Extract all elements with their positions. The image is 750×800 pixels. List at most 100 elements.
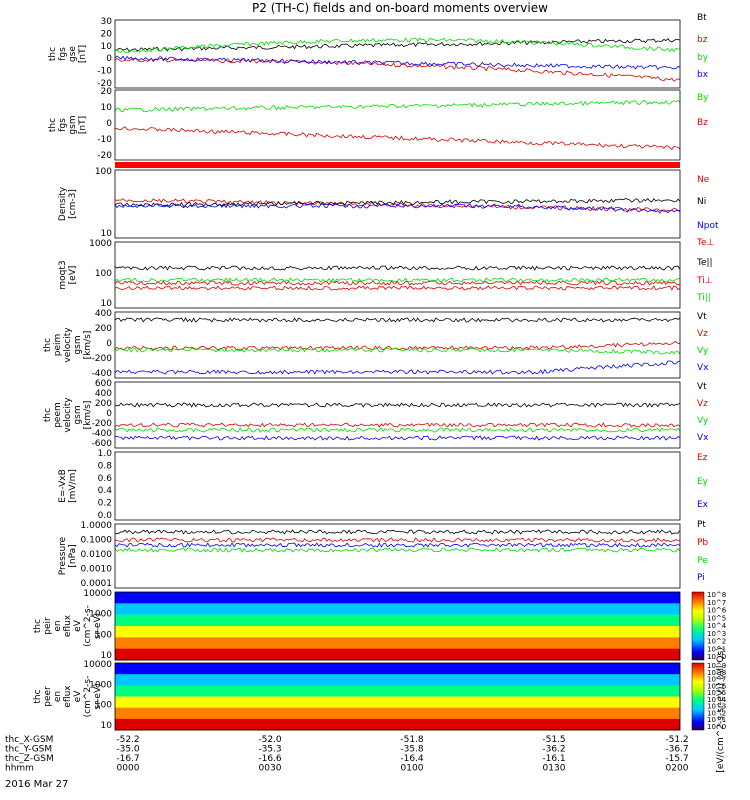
series-line-Bz [114, 126, 681, 151]
colorbar-tick-label: 10^8 [707, 669, 726, 677]
y-tick-label: 400 [95, 389, 112, 399]
peer-frame [114, 662, 681, 731]
y-tick-label: 0.6 [98, 474, 113, 484]
ylabel-line: [km/s] [83, 401, 93, 430]
colorbar-tick-label: 10^2 [707, 709, 726, 717]
colorbar-tick-label: 10^8 [707, 591, 726, 599]
y-tick-label: -600 [92, 439, 113, 449]
y-tick-label: 1000 [89, 610, 112, 620]
y-tick-label: -10 [97, 135, 112, 145]
peer-spectrogram [115, 663, 680, 731]
legend-Vx: Vx [697, 433, 709, 443]
series-line-Ne [114, 198, 681, 213]
spectrogram-band [115, 614, 680, 627]
legend-Vy: Vy [697, 416, 709, 426]
series-line-bx [114, 55, 681, 71]
spectrogram-band [115, 696, 680, 709]
ylabel-line: gsm [73, 335, 83, 354]
ephemeris-value: -36.2 [542, 745, 565, 755]
ephemeris-value: -15.7 [665, 754, 688, 764]
fgs_gsm-ylabel: thcfgsgsm[nT] [48, 115, 88, 134]
peir-ylabel: thcpeirenefluxeV(cm^2-s-sr-eV) [33, 605, 103, 647]
ylabel-line: velocity [63, 327, 73, 363]
ylabel-line: [nT] [78, 45, 88, 63]
ylabel-line: [km/s] [83, 331, 93, 360]
ephemeris-value: -35.3 [258, 745, 281, 755]
peir-spectrogram [115, 592, 680, 661]
ylabel-line: eflux [63, 614, 73, 637]
ylabel-line: moqt3 [58, 260, 68, 289]
temperature-ylabel: moqt3[eV] [58, 260, 78, 289]
spectrogram-band [115, 685, 680, 697]
series-line-Ti|| [114, 277, 681, 283]
legend-Ey: Ey [697, 477, 709, 487]
ylabel-line: gsm [68, 115, 78, 134]
y-tick-label: 0.4 [98, 486, 113, 496]
series-line-Bt [114, 38, 681, 52]
ephemeris-value: -16.6 [258, 754, 282, 764]
colorbar-tick-label: 10^4 [707, 622, 727, 630]
y-tick-label: 1000 [89, 239, 112, 249]
ylabel-line: Pressure [58, 536, 68, 575]
legend-By: By [697, 93, 709, 103]
y-tick-label: -400 [92, 429, 113, 439]
series-line-Ni [114, 198, 681, 207]
ylabel-line: thc [43, 338, 53, 352]
y-tick-label: 0 [106, 54, 112, 64]
spectrogram-band [115, 592, 680, 604]
ephemeris-value: 0130 [543, 764, 566, 774]
legend-Pi: Pi [697, 573, 705, 583]
y-tick-label: 600 [95, 379, 112, 389]
ephemeris-value: 0000 [117, 764, 140, 774]
legend-Vz: Vz [697, 399, 708, 409]
y-tick-label: -20 [97, 151, 112, 161]
colorbar-tick-label: 10^0 [707, 653, 726, 661]
ylabel-line: eflux [63, 685, 73, 708]
ylabel-line: sr-eV) [93, 683, 103, 709]
spectrogram-band [115, 648, 680, 661]
ephemeris-row-label: thc_X-GSM [5, 735, 53, 745]
fgs_gse-frame [114, 19, 681, 89]
legend-by: by [697, 53, 709, 63]
colorbar-tick-label: 10^1 [707, 645, 726, 653]
efield-frame [114, 451, 681, 521]
y-tick-label: -400 [92, 369, 113, 379]
series-line-Pe [114, 547, 681, 553]
spectrogram-band [115, 707, 680, 720]
y-tick-label: 100 [95, 701, 112, 711]
legend-Ez: Ez [697, 453, 708, 463]
y-tick-label: 10 [101, 299, 113, 309]
legend-Vy: Vy [697, 346, 709, 356]
ylabel-line: fgs [58, 118, 68, 132]
y-tick-label: 10000 [83, 589, 112, 599]
ephemeris-value: 0200 [666, 764, 689, 774]
density-ylabel: Density[cm-3] [58, 186, 78, 221]
series-line-Vx [114, 435, 681, 441]
ylabel-line: fgs [58, 47, 68, 61]
legend-Pb: Pb [697, 538, 708, 548]
colorbar-tick-label: 10^6 [707, 607, 727, 615]
y-tick-label: 200 [95, 324, 112, 334]
plot-title: P2 (TH-C) fields and on-board moments ov… [252, 1, 548, 15]
panel-fgs_gse: Bt bz by bx 30 20 10 0 -10 -20 thcfgsgse[nT] [48, 13, 709, 89]
series-line-Vz [114, 341, 681, 351]
ylabel-line: [nT] [78, 116, 88, 134]
colorbar-tick-label: 10^2 [707, 638, 726, 646]
ylabel-line: [nPa] [68, 544, 78, 567]
ephemeris-value: 0100 [401, 764, 424, 774]
efield-ylabel: E=-VxB[mV/m] [58, 469, 78, 503]
series-line-Vx [114, 360, 681, 375]
series-line-Pi [114, 542, 681, 548]
legend-Ni: Ni [697, 197, 706, 207]
colorbar-tick-label: 10^4 [707, 696, 727, 704]
y-tick-label: 10 [101, 651, 113, 661]
y-tick-label: 0.2 [98, 499, 112, 509]
y-tick-label: 0.0001 [81, 579, 113, 589]
ephemeris-value: -51.8 [400, 735, 424, 745]
y-tick-label: 0.0 [98, 511, 113, 521]
colorbar-tick-label: 10^3 [707, 703, 726, 711]
legend-Vt: Vt [697, 382, 707, 392]
series-line-Npot [114, 203, 681, 214]
